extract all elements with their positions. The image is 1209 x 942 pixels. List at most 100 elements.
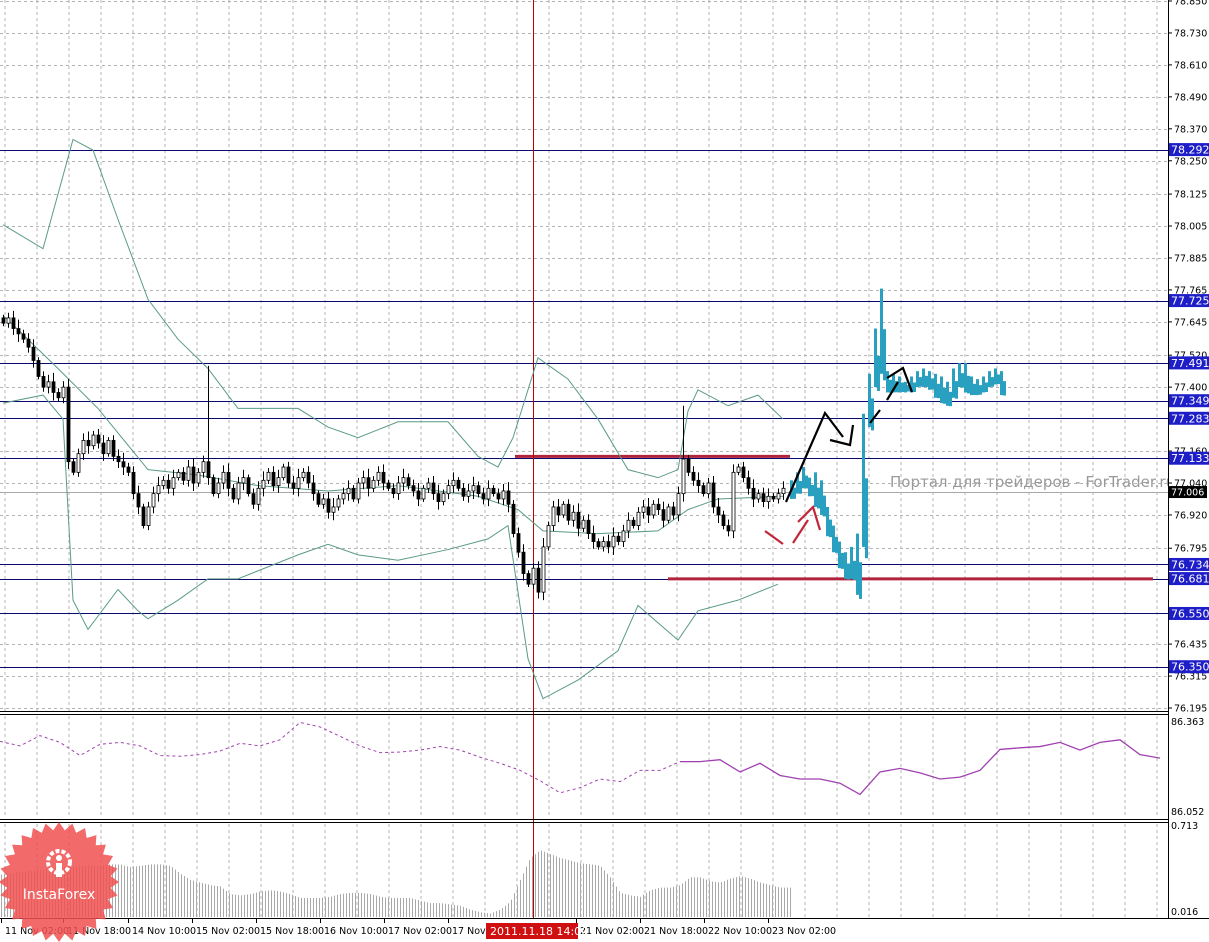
forecast-bar [958, 363, 961, 388]
bear-candle-body [251, 493, 256, 505]
bull-candle-body [731, 471, 736, 532]
forecast-arrow-black[interactable] [869, 409, 881, 424]
forecast-bar [928, 371, 931, 390]
candle [81, 433, 86, 460]
bull-candle-body [546, 525, 551, 548]
forecast-arrow-black[interactable] [829, 424, 855, 447]
bear-candle-body [1, 317, 6, 324]
candle [751, 479, 756, 507]
bull-candle-body [441, 493, 446, 503]
candle [326, 491, 331, 519]
candle [476, 481, 481, 498]
horizontal-levels[interactable] [0, 0, 1168, 918]
forecast-bar [991, 377, 994, 387]
price-tick-label: 78.850 [1174, 0, 1207, 8]
candle [31, 339, 36, 368]
candle [481, 487, 486, 505]
forecast-bars [790, 288, 1006, 599]
bear-candle-body [291, 482, 296, 489]
candle [66, 379, 71, 469]
forecast-bar [946, 381, 949, 406]
bull-candle-body [301, 471, 306, 479]
forecast-bar [931, 378, 934, 390]
candle [231, 484, 236, 503]
bull-candle-body [446, 485, 451, 495]
bull-candle-body [161, 479, 166, 487]
candle [46, 374, 51, 394]
bull-candle-body [706, 482, 711, 495]
bear-candle-body [411, 485, 416, 492]
candle [61, 381, 66, 404]
candle [781, 481, 786, 500]
bear-candle-body [101, 442, 106, 455]
candle [541, 537, 546, 601]
bear-candle-body [671, 506, 676, 516]
bull-candle-body [541, 546, 546, 593]
forecast-arrow-black[interactable] [886, 381, 899, 401]
bear-candle-body [751, 487, 756, 500]
candle [391, 483, 396, 499]
forecast-bar [817, 487, 820, 509]
bear-candle-body [631, 519, 636, 526]
candle [36, 357, 41, 380]
bull-candle-body [401, 477, 406, 484]
level-price-label: 76.681 [1171, 573, 1209, 586]
bear-candle-body [656, 503, 661, 511]
forecast-bar [874, 328, 877, 388]
bull-candle-body [676, 493, 681, 516]
bull-candle-body [196, 471, 201, 484]
forecast-bar [796, 472, 799, 494]
annotations[interactable] [764, 366, 914, 545]
candle [311, 475, 316, 501]
forecast-bar [913, 382, 916, 393]
candle [186, 460, 191, 487]
bear-candle-body [521, 551, 526, 574]
forecast-arrow-black[interactable] [784, 410, 844, 503]
candle [116, 449, 121, 468]
candle [106, 437, 111, 457]
candle [521, 544, 526, 581]
bear-candle-body [701, 485, 706, 495]
candle [401, 468, 406, 491]
price-axis-background [1168, 0, 1209, 942]
bull-candle-body [776, 493, 781, 500]
forecast-bar [952, 368, 955, 398]
forecast-arrow-red[interactable] [797, 504, 822, 531]
candle [191, 458, 196, 491]
candle [16, 319, 21, 342]
bear-candle-body [746, 477, 751, 489]
bull-candle-body [91, 434, 96, 447]
candle [671, 501, 676, 520]
candle [496, 488, 501, 504]
forecast-arrow-red[interactable] [764, 530, 784, 545]
bull-candle-body [266, 471, 271, 481]
candle [471, 476, 476, 499]
forecast-bar [799, 480, 802, 494]
forecast-bar [832, 525, 835, 553]
forecast-bar [949, 391, 952, 407]
forecast-arrow-black[interactable] [886, 366, 914, 393]
candle [766, 488, 771, 509]
bull-candle-body [681, 458, 686, 495]
histogram-tick-label: 0.016 [1171, 907, 1198, 918]
grid [0, 0, 1168, 917]
candle [26, 333, 31, 353]
candle [341, 487, 346, 505]
bull-candle-body [651, 503, 656, 516]
candle [421, 485, 426, 502]
bull-candle-body [376, 471, 381, 481]
forecast-arrow-red[interactable] [792, 519, 809, 544]
candle [276, 469, 281, 493]
oscillator-line [680, 739, 1161, 796]
cursor-time-label: 2011.11.18 14:00 [490, 925, 588, 938]
bear-candle-body [591, 533, 596, 542]
candle [141, 503, 146, 529]
bear-candle-body [191, 466, 196, 484]
time-tick-label: 21 Nov 02:00 [580, 926, 644, 937]
bear-candle-body [696, 479, 701, 487]
bear-candle-body [686, 458, 691, 473]
candle [286, 461, 291, 488]
forecast-bar [937, 383, 940, 399]
bull-candle-body [46, 381, 51, 388]
